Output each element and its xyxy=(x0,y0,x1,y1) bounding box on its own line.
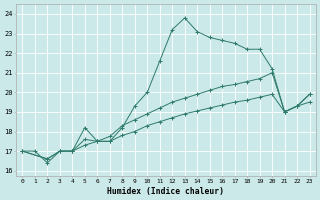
X-axis label: Humidex (Indice chaleur): Humidex (Indice chaleur) xyxy=(108,187,225,196)
